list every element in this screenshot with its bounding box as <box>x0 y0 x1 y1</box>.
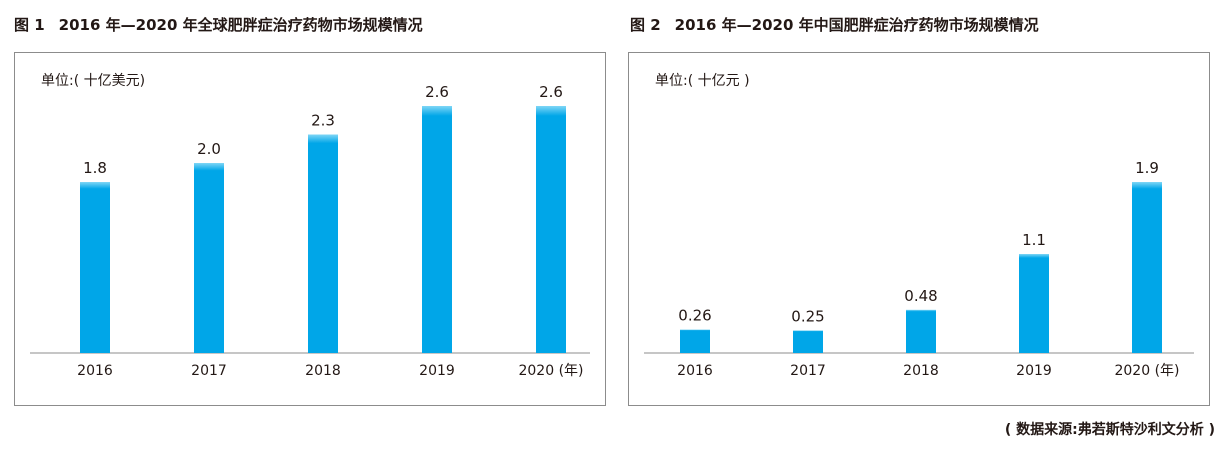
x-tick-label: 2019 <box>1016 363 1052 379</box>
x-tick-label: 2020 (年) <box>1114 363 1179 379</box>
bar-chart-global: 1.8 2016 2.0 2017 2.3 2018 2.6 2019 2.6 2020 (年) <box>30 83 590 379</box>
x-tick-label: 2018 <box>305 363 341 379</box>
data-source-note: ( 数据来源:弗若斯特沙利文分析 ) <box>1004 422 1215 438</box>
x-tick-label: 2016 <box>677 363 713 379</box>
bar-2016 <box>80 182 110 353</box>
bar-value-label: 2.6 <box>425 83 449 101</box>
bar-value-label: 0.26 <box>678 307 711 325</box>
x-tick-label: 2018 <box>903 363 939 379</box>
bar-value-label: 1.9 <box>1135 159 1159 177</box>
bar-2018 <box>906 309 936 353</box>
bar-value-label: 1.8 <box>83 159 107 177</box>
bar-value-label: 2.6 <box>539 83 563 101</box>
unit-label-china: 单位:( 十亿元 ) <box>655 73 750 89</box>
bar-chart-china: 0.26 2016 0.25 2017 0.48 2018 1.1 2019 1.9 2020 (… <box>644 159 1194 379</box>
unit-label-global: 单位:( 十亿美元) <box>41 73 146 89</box>
bar-2016 <box>680 329 710 353</box>
bar-value-label: 2.0 <box>197 140 221 158</box>
x-tick-label: 2017 <box>790 363 826 379</box>
bar-2017 <box>793 330 823 353</box>
chart-panel-global: 单位:( 十亿美元) 1.8 2016 2.0 2017 2.3 2018 2.6 2019 2… <box>14 52 606 406</box>
x-tick-label: 2017 <box>191 363 227 379</box>
chart-panel-china: 单位:( 十亿元 ) 0.26 2016 0.25 2017 0.48 2018 1.1 20… <box>628 52 1210 406</box>
bar-value-label: 1.1 <box>1022 231 1046 249</box>
figure-2-title-text: 2016 年—2020 年中国肥胖症治疗药物市场规模情况 <box>674 16 1039 34</box>
bar-2020 <box>536 106 566 353</box>
x-tick-label: 2019 <box>419 363 455 379</box>
bar-2020 <box>1132 182 1162 353</box>
bar-2018 <box>308 134 338 353</box>
x-tick-label: 2020 (年) <box>518 363 583 379</box>
bar-2019 <box>1019 254 1049 353</box>
bar-value-label: 0.25 <box>791 308 824 326</box>
figure-1-label: 图 1 <box>14 16 45 34</box>
bar-2019 <box>422 106 452 353</box>
figure-2-label: 图 2 <box>630 16 661 34</box>
x-tick-label: 2016 <box>77 363 113 379</box>
bar-value-label: 0.48 <box>904 287 937 305</box>
bar-value-label: 2.3 <box>311 112 335 130</box>
figure-2-title: 图 2 2016 年—2020 年中国肥胖症治疗药物市场规模情况 <box>630 14 1039 35</box>
figure-1-title-text: 2016 年—2020 年全球肥胖症治疗药物市场规模情况 <box>58 16 423 34</box>
figure-1-title: 图 1 2016 年—2020 年全球肥胖症治疗药物市场规模情况 <box>14 14 423 35</box>
bar-2017 <box>194 163 224 353</box>
